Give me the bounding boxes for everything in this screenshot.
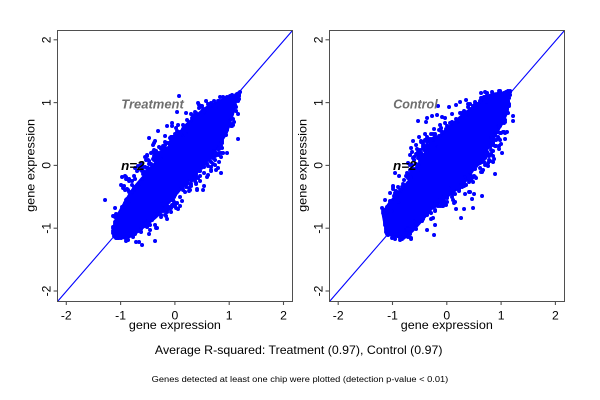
svg-text:1: 1 bbox=[498, 309, 505, 323]
svg-text:gene expression: gene expression bbox=[295, 119, 309, 212]
svg-text:gene expression: gene expression bbox=[23, 119, 37, 212]
svg-text:2: 2 bbox=[40, 36, 54, 43]
svg-text:0: 0 bbox=[40, 162, 54, 169]
svg-text:-2: -2 bbox=[40, 285, 54, 296]
svg-text:2: 2 bbox=[552, 309, 559, 323]
svg-text:Treatment: Treatment bbox=[121, 97, 184, 111]
svg-text:0: 0 bbox=[172, 309, 179, 323]
svg-text:gene expression: gene expression bbox=[401, 318, 493, 332]
svg-text:1: 1 bbox=[226, 309, 233, 323]
svg-text:-2: -2 bbox=[312, 285, 326, 296]
svg-text:Genes detected at least one ch: Genes detected at least one chip were pl… bbox=[152, 375, 449, 384]
svg-text:-1: -1 bbox=[115, 309, 126, 323]
svg-text:0: 0 bbox=[443, 309, 450, 323]
svg-text:1: 1 bbox=[40, 99, 54, 106]
svg-text:-2: -2 bbox=[61, 309, 72, 323]
svg-text:2: 2 bbox=[280, 309, 287, 323]
svg-text:-1: -1 bbox=[312, 223, 326, 234]
svg-text:Control: Control bbox=[393, 97, 438, 111]
svg-text:2: 2 bbox=[312, 36, 326, 43]
svg-text:n=2: n=2 bbox=[121, 159, 145, 173]
svg-text:Average R-squared: Treatment (: Average R-squared: Treatment (0.97), Con… bbox=[155, 344, 443, 357]
svg-text:-1: -1 bbox=[387, 309, 398, 323]
svg-text:0: 0 bbox=[312, 162, 326, 169]
svg-text:gene expression: gene expression bbox=[129, 318, 221, 332]
svg-text:-2: -2 bbox=[333, 309, 344, 323]
svg-text:1: 1 bbox=[312, 99, 326, 106]
svg-text:n=2: n=2 bbox=[393, 159, 417, 173]
svg-text:-1: -1 bbox=[40, 223, 54, 234]
